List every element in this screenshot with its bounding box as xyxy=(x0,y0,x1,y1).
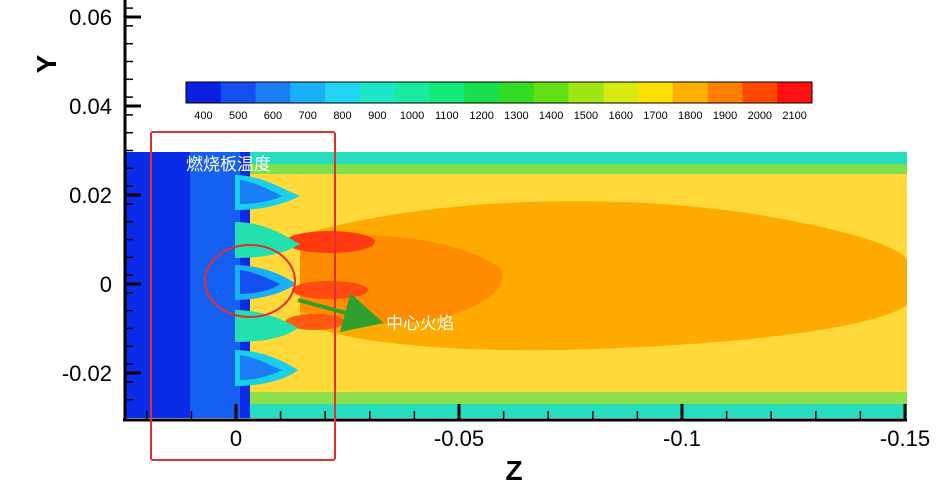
colorbar-label-1100: 1100 xyxy=(435,110,459,122)
y-tick-label-0: 0.06 xyxy=(69,5,112,30)
colorbar-swatch-1400 xyxy=(533,82,570,103)
colorbar-swatch-1700 xyxy=(638,82,674,103)
colorbar-label-1300: 1300 xyxy=(504,110,528,122)
x-tick-labels: 0 -0.05 -0.1 -0.15 xyxy=(230,426,930,451)
burner-plate-label: 燃烧板温度 xyxy=(186,155,271,175)
x-tick-label-2: -0.1 xyxy=(663,426,701,451)
y-tick-label-1: 0.04 xyxy=(69,94,112,119)
colorbar-label-1900: 1900 xyxy=(713,110,737,122)
y-tick-label-2: 0.02 xyxy=(69,183,112,208)
bottom-wall-band xyxy=(125,402,907,418)
colorbar-label-800: 800 xyxy=(333,110,351,122)
y-axis-title: Y xyxy=(31,54,62,73)
top-wall-band-2 xyxy=(125,164,907,174)
minor-ticks xyxy=(125,7,906,420)
colorbar-swatch-1900 xyxy=(707,82,743,103)
colorbar-swatch-2100 xyxy=(777,82,813,103)
top-wall-band xyxy=(125,152,907,166)
colorbar-swatch-500 xyxy=(220,82,257,103)
flame-lobe-upper xyxy=(285,231,375,253)
major-ticks xyxy=(125,15,907,420)
colorbar-swatch-700 xyxy=(290,82,326,103)
colorbar-label-2000: 2000 xyxy=(748,110,772,122)
colorbar-label-1700: 1700 xyxy=(643,110,667,122)
colorbar-label-1000: 1000 xyxy=(400,110,424,122)
colorbar-swatch-800 xyxy=(325,82,361,103)
inlet-plate xyxy=(190,152,240,418)
colorbar-swatch-1100 xyxy=(429,82,465,103)
colorbar-swatch-600 xyxy=(255,82,291,103)
bottom-wall-band-2 xyxy=(125,392,907,404)
center-flame-highlight-circle xyxy=(204,244,296,318)
colorbar-label-2100: 2100 xyxy=(782,110,806,122)
x-tick-label-1: -0.05 xyxy=(434,426,484,451)
y-tick-label-4: -0.02 xyxy=(62,361,112,386)
colorbar-label-1400: 1400 xyxy=(539,110,563,122)
colorbar-swatch-900 xyxy=(359,82,396,103)
colorbar-label-900: 900 xyxy=(368,110,386,122)
temperature-field xyxy=(125,152,907,418)
x-axis-title: Z xyxy=(505,455,522,486)
burner-plate-highlight-box xyxy=(150,131,336,461)
colorbar-label-600: 600 xyxy=(264,110,282,122)
colorbar-swatch-400 xyxy=(186,82,222,103)
y-tick-label-3: 0 xyxy=(100,272,112,297)
colorbar-label-1200: 1200 xyxy=(469,110,493,122)
colorbar-legend: 400 500 600 700 800 900 1000 1100 1200 1300 1400 15… xyxy=(185,81,813,122)
x-tick-label-3: -0.15 xyxy=(880,426,930,451)
y-tick-labels: 0.06 0.04 0.02 0 -0.02 xyxy=(62,5,112,386)
colorbar-swatch-1200 xyxy=(464,82,500,103)
colorbar-label-400: 400 xyxy=(194,110,212,122)
flame-lobe-lower xyxy=(285,314,345,330)
colorbar-label-1600: 1600 xyxy=(608,110,632,122)
colorbar-swatch-1300 xyxy=(499,82,535,103)
axes xyxy=(123,0,907,422)
colorbar-swatch-1000 xyxy=(394,82,430,103)
jet-fingers xyxy=(235,175,300,386)
flame-lobe-center xyxy=(292,281,368,299)
center-flame-label: 中心火焰 xyxy=(386,314,454,334)
colorbar-swatch-1800 xyxy=(672,82,709,103)
colorbar-swatch-1600 xyxy=(603,82,639,103)
colorbar-label-700: 700 xyxy=(299,110,317,122)
colorbar-label-500: 500 xyxy=(229,110,247,122)
colorbar-label-1500: 1500 xyxy=(574,110,598,122)
center-flame-arrow xyxy=(297,293,384,332)
x-tick-label-0: 0 xyxy=(230,426,242,451)
colorbar-swatch-1500 xyxy=(568,82,604,103)
colorbar-frame xyxy=(185,81,813,104)
colorbar-label-1800: 1800 xyxy=(678,110,702,122)
colorbar-swatch-2000 xyxy=(742,82,778,103)
